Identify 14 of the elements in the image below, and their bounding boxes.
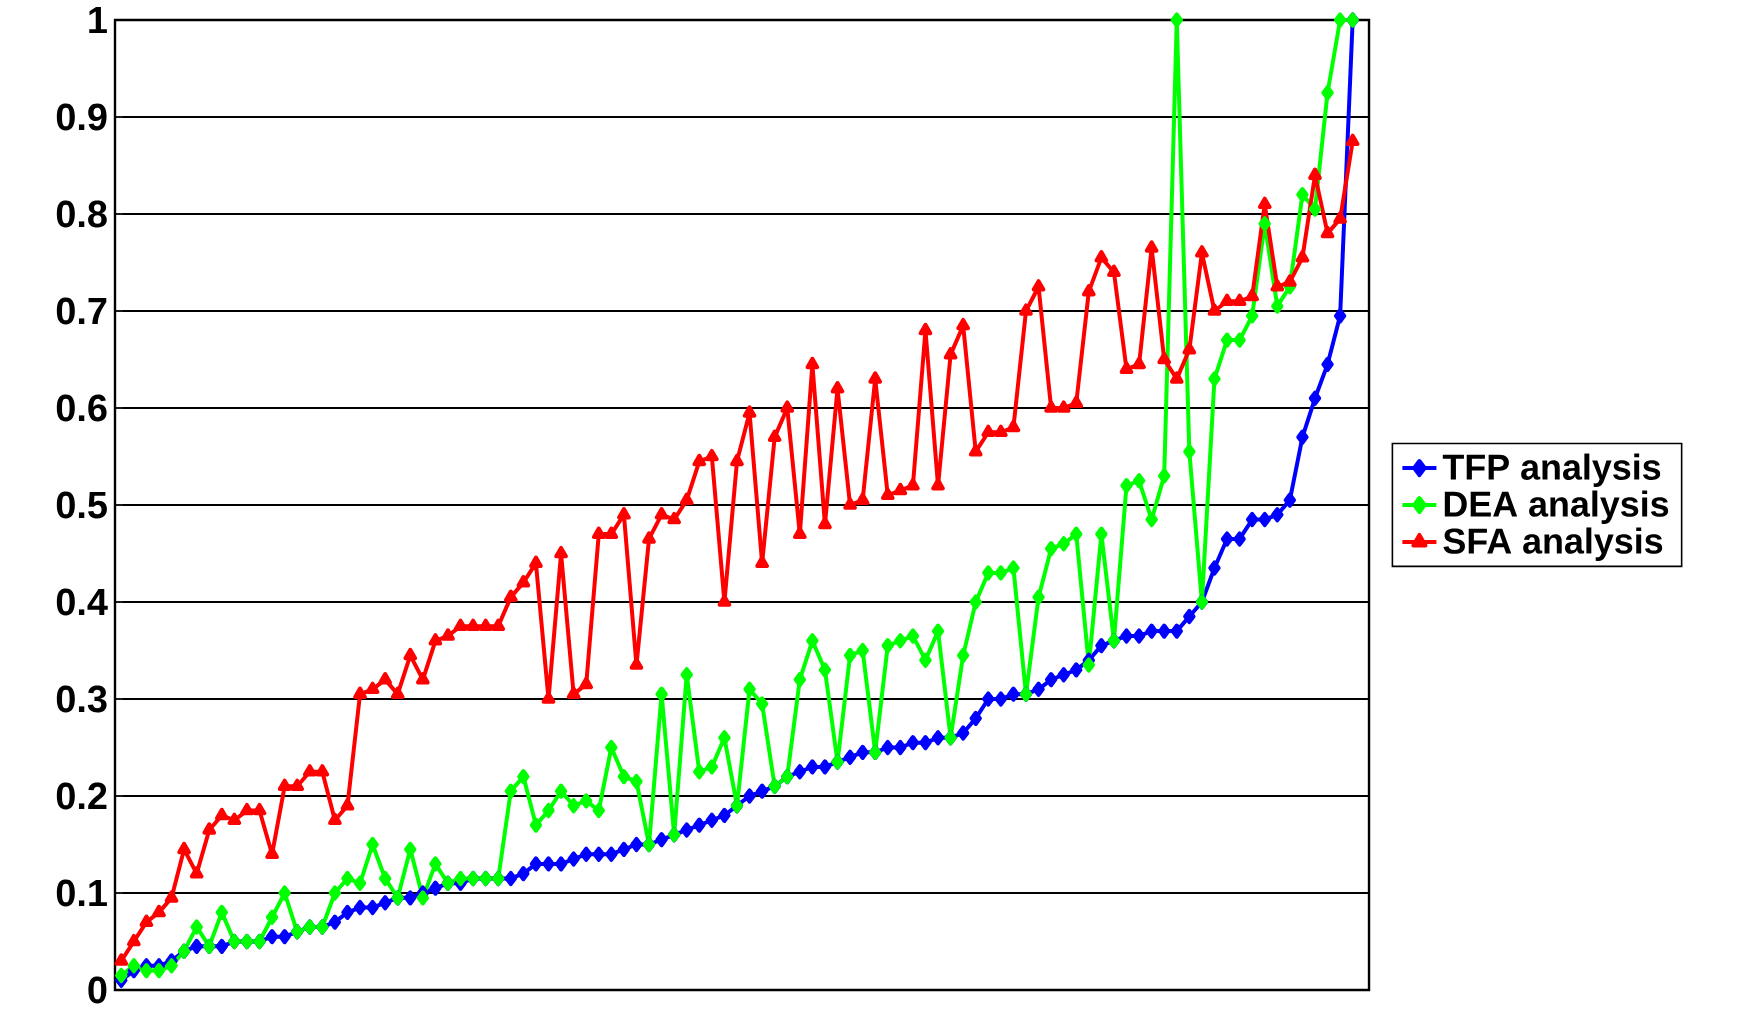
y-tick-label: 0.8 [56, 200, 107, 228]
y-tick-label: 0.3 [56, 685, 107, 713]
y-tick-label: 0.2 [56, 782, 107, 810]
y-tick-label: 0.6 [56, 394, 107, 422]
legend-label: DEA analysis [1444, 490, 1669, 524]
y-tick-label: 0.5 [56, 491, 107, 519]
y-tick-label: 0 [88, 976, 107, 1004]
y-tick-label: 0.1 [56, 879, 107, 907]
y-tick-label: 0.9 [56, 103, 107, 131]
legend-label: TFP analysis [1442, 453, 1661, 487]
y-tick-label: 0.7 [56, 297, 107, 325]
y-tick-label: 1 [89, 6, 107, 34]
y-tick-label: 0.4 [56, 588, 108, 616]
legend-label: SFA analysis [1443, 527, 1663, 561]
